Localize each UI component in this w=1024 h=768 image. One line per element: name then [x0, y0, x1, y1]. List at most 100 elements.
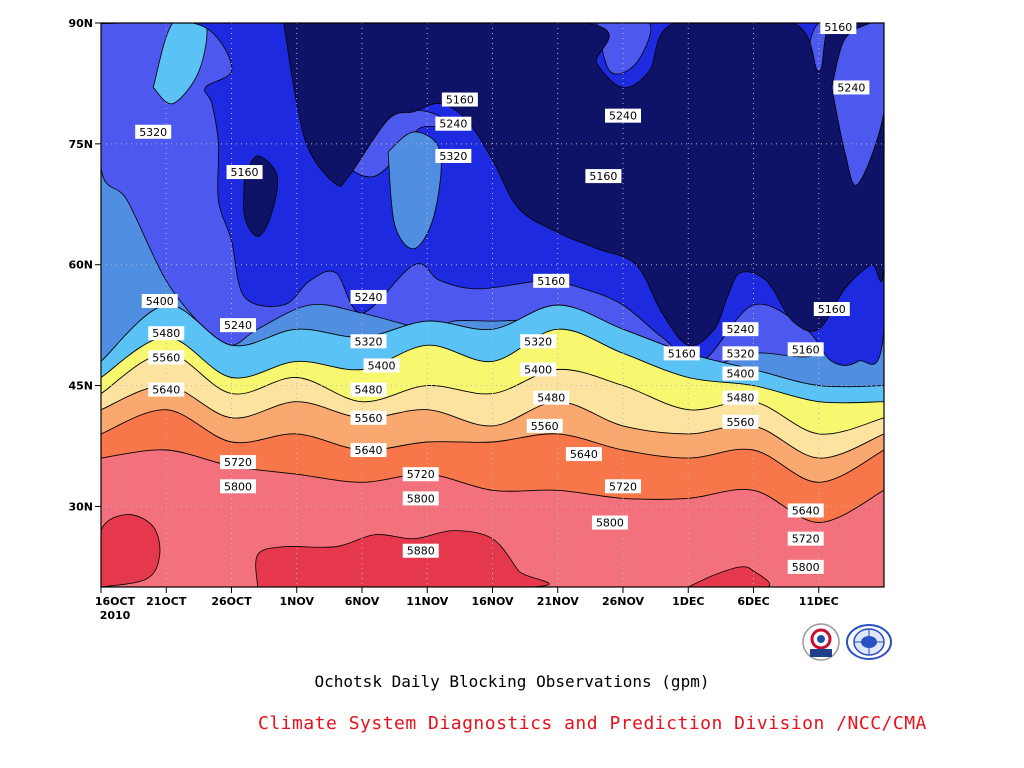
contour-label-text: 5560: [531, 420, 559, 433]
contour-label-5800: 5800: [591, 515, 628, 530]
contour-label-text: 5400: [524, 363, 552, 376]
contour-label-text: 5640: [570, 448, 598, 461]
patch-5320-b: [387, 131, 442, 250]
y-tick-label: 30N: [68, 500, 93, 513]
contour-label-bg: [722, 390, 759, 405]
contour-label-text: 5320: [726, 347, 754, 360]
y-tick-label: 75N: [68, 138, 93, 151]
contour-label-text: 5240: [837, 81, 865, 94]
contour-label-5720: 5720: [605, 479, 641, 494]
contour-label-5480: 5480: [350, 382, 387, 397]
contour-label-5160: 5160: [441, 92, 478, 107]
contour-label-text: 5480: [152, 327, 180, 340]
contour-label-5560: 5560: [722, 414, 759, 429]
contour-label-text: 5320: [439, 150, 467, 163]
contour-label-bg: [350, 382, 387, 397]
contour-label-5160: 5160: [813, 302, 850, 317]
contour-label-5240: 5240: [722, 322, 759, 337]
patch-5240-c: [596, 23, 652, 75]
contour-label-text: 5160: [818, 303, 846, 316]
contour-fills: [101, 23, 884, 587]
contour-label-text: 5240: [355, 291, 383, 304]
x-axis: 16OCT 21OCT 26OCT 1NOV 6NOV 11NOV 16NOV 21NOV 26…: [95, 587, 839, 622]
contour-label-text: 5720: [224, 456, 252, 469]
contour-label-bg: [820, 20, 857, 35]
contour-label-bg: [787, 503, 824, 518]
contour-label-bg: [787, 531, 824, 546]
contour-label-5480: 5480: [148, 326, 185, 341]
contour-label-text: 5640: [152, 384, 180, 397]
contour-label-bg: [520, 334, 557, 349]
x-tick-label: 1NOV: [280, 595, 315, 608]
contour-label-5800: 5800: [220, 479, 257, 494]
contour-label-bg: [787, 559, 824, 574]
contour-label-5240: 5240: [350, 289, 387, 304]
contour-label-text: 5800: [596, 517, 624, 530]
contour-label-5320: 5320: [350, 334, 387, 349]
contour-label-text: 5400: [368, 359, 396, 372]
contour-label-5320: 5320: [520, 334, 557, 349]
contour-label-text: 5160: [231, 166, 259, 179]
contour-label-bg: [722, 346, 759, 361]
y-tick-label: 45N: [68, 380, 93, 393]
contour-label-5400: 5400: [722, 366, 759, 381]
contour-label-text: 5560: [355, 412, 383, 425]
contour-label-text: 5720: [609, 480, 637, 493]
contour-label-text: 5320: [139, 126, 167, 139]
y-tick-label: 60N: [68, 259, 93, 272]
contour-label-5640: 5640: [565, 447, 602, 462]
footer-credit: Climate System Diagnostics and Predictio…: [258, 713, 927, 734]
contour-label-5240: 5240: [605, 108, 641, 123]
contour-label-5160: 5160: [226, 165, 263, 180]
contour-label-bg: [605, 479, 641, 494]
contour-label-text: 5160: [824, 21, 852, 34]
contour-label-bg: [350, 410, 387, 425]
contour-label-5720: 5720: [220, 455, 257, 470]
contour-label-text: 5720: [407, 468, 435, 481]
contour-label-text: 5160: [668, 347, 696, 360]
x-tick-label: 6DEC: [737, 595, 769, 608]
contour-label-text: 5800: [407, 492, 435, 505]
contour-label-text: 5640: [355, 444, 383, 457]
contour-label-5320: 5320: [722, 346, 759, 361]
contour-label-5240: 5240: [220, 318, 257, 333]
contour-label-text: 5240: [224, 319, 252, 332]
contour-label-5560: 5560: [148, 350, 185, 365]
contour-label-5880: 5880: [402, 543, 439, 558]
x-tick-label: 1DEC: [672, 595, 704, 608]
contour-label-text: 5480: [355, 384, 383, 397]
contour-label-5160: 5160: [820, 20, 857, 35]
contour-label-5720: 5720: [787, 531, 824, 546]
contour-label-5400: 5400: [520, 362, 557, 377]
contour-label-text: 5240: [726, 323, 754, 336]
contour-label-5400: 5400: [363, 358, 400, 373]
patch-above-5880-c: [688, 566, 771, 587]
contour-label-bg: [722, 366, 759, 381]
contour-label-bg: [585, 169, 622, 184]
contour-label-text: 5160: [446, 94, 474, 107]
contour-label-5160: 5160: [533, 273, 570, 288]
contour-label-5720: 5720: [402, 467, 439, 482]
contour-label-bg: [565, 447, 602, 462]
contour-label-text: 5160: [537, 275, 565, 288]
contour-label-5240: 5240: [833, 80, 870, 95]
contour-label-text: 5240: [439, 118, 467, 131]
contour-label-bg: [148, 326, 185, 341]
contour-label-bg: [220, 455, 257, 470]
contour-label-bg: [363, 358, 400, 373]
contour-label-bg: [402, 467, 439, 482]
contour-label-5160: 5160: [585, 169, 622, 184]
contour-label-text: 5880: [407, 545, 435, 558]
contour-label-5160: 5160: [787, 342, 824, 357]
contour-label-text: 5320: [524, 335, 552, 348]
contour-label-bg: [787, 342, 824, 357]
contour-label-bg: [148, 350, 185, 365]
contour-label-bg: [520, 362, 557, 377]
y-axis: 30N 45N 60N 75N 90N: [68, 17, 101, 513]
y-tick-label: 90N: [68, 17, 93, 30]
contour-label-text: 5720: [792, 533, 820, 546]
contour-label-5320: 5320: [435, 148, 472, 163]
contour-label-bg: [141, 293, 178, 308]
contour-label-bg: [722, 322, 759, 337]
contour-label-bg: [220, 318, 257, 333]
